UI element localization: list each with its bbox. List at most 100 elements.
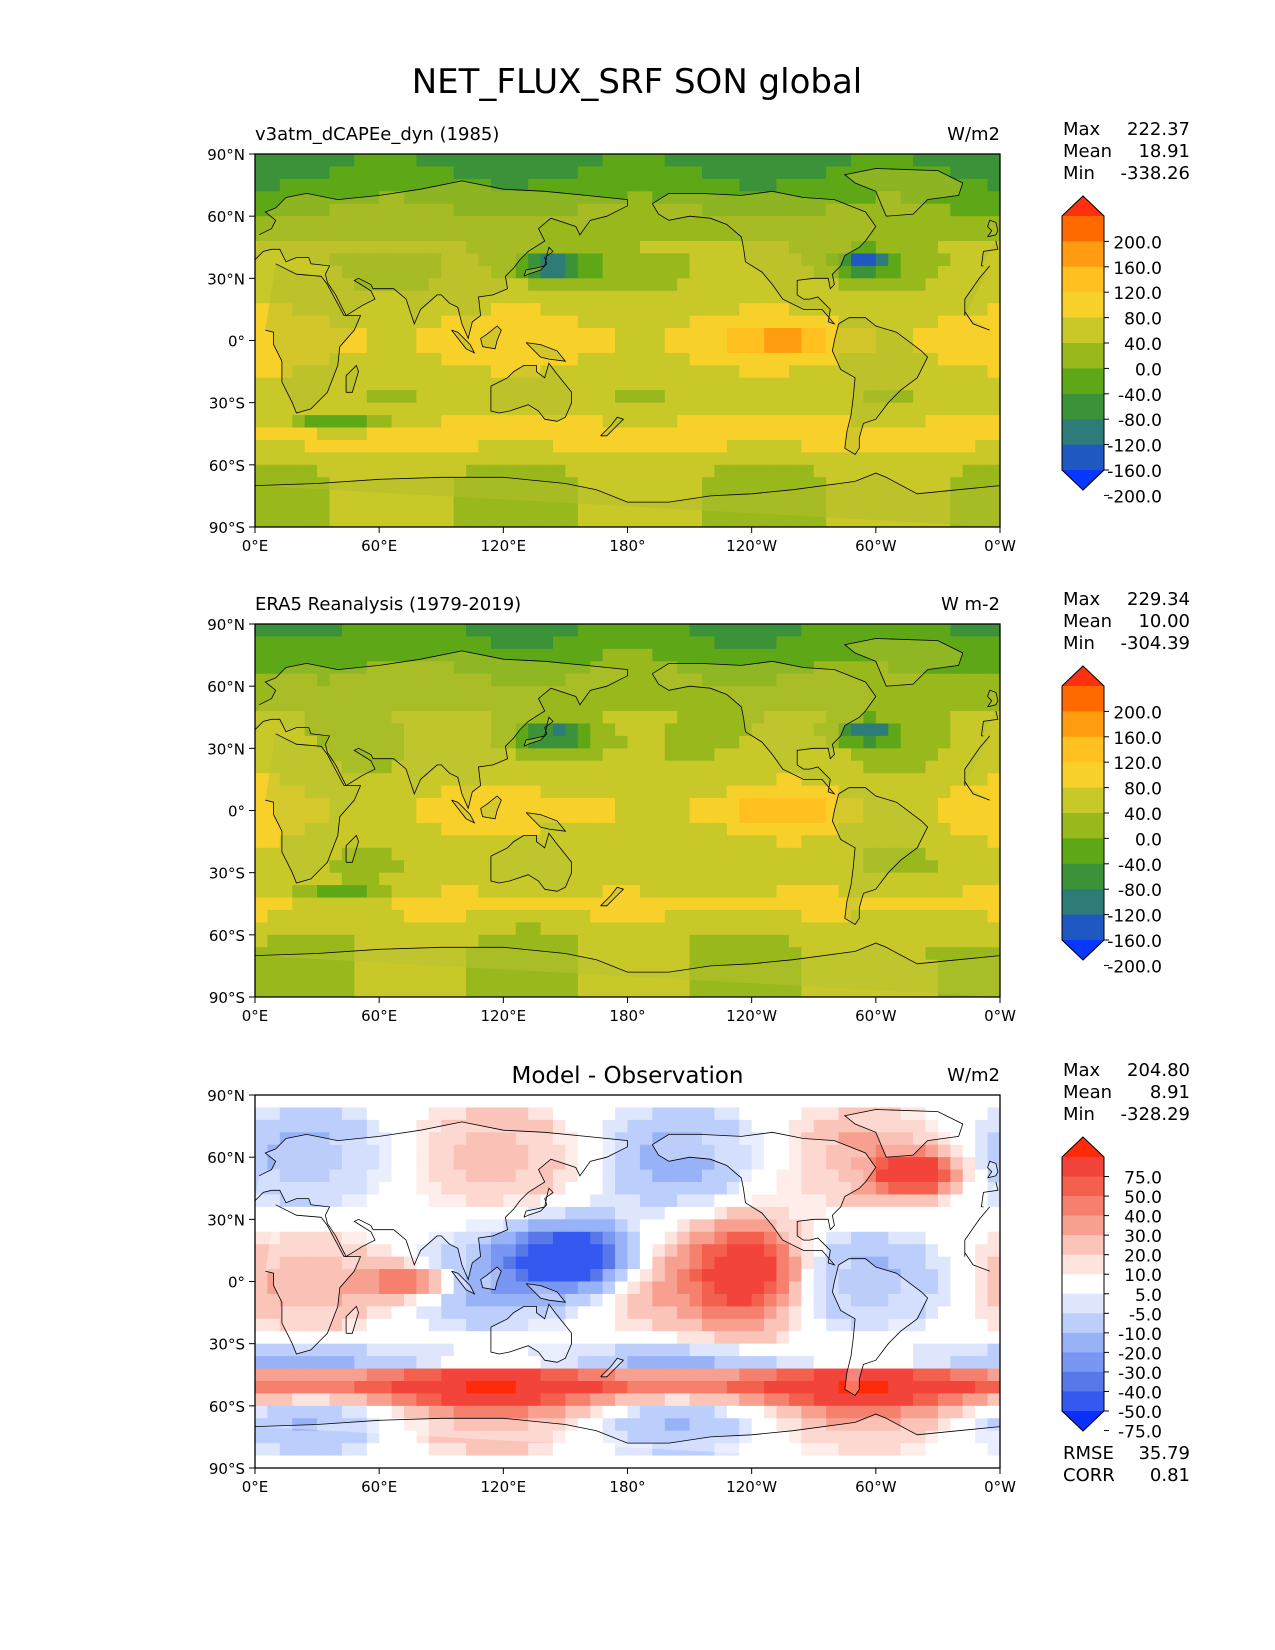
colorbar-label: -160.0 bbox=[1107, 932, 1162, 952]
stat-mean-value: 18.91 bbox=[1138, 141, 1190, 162]
coastline-australia bbox=[490, 832, 572, 892]
colorbar-segment bbox=[1062, 393, 1104, 420]
coastline-uk bbox=[987, 219, 999, 238]
colorbar-label: 200.0 bbox=[1113, 703, 1162, 723]
colorbar-label: -120.0 bbox=[1107, 907, 1162, 927]
colorbar-label: -120.0 bbox=[1107, 437, 1162, 457]
lat-tick-label: 0° bbox=[228, 333, 245, 351]
coastline-japan bbox=[523, 246, 554, 277]
coastline-madagascar bbox=[345, 1305, 359, 1334]
lon-tick-label: 60°E bbox=[361, 537, 397, 555]
coastline-greenland bbox=[843, 1109, 964, 1158]
lon-tick-label: 180° bbox=[609, 1007, 645, 1025]
stat-max-value: 204.80 bbox=[1127, 1060, 1190, 1081]
field-model bbox=[255, 154, 1000, 527]
lon-tick-label: 120°W bbox=[726, 537, 777, 555]
colorbar-segment bbox=[1062, 813, 1104, 839]
lat-tick-label: 90°S bbox=[209, 519, 245, 537]
stat-max-label: Max bbox=[1063, 589, 1101, 610]
coastline-antarctica bbox=[255, 1413, 1000, 1468]
corr-value: 0.81 bbox=[1150, 1465, 1190, 1486]
colorbar-segment bbox=[1062, 1254, 1104, 1275]
coastline-africa bbox=[265, 263, 991, 414]
coastline-new-zealand bbox=[600, 1357, 625, 1378]
coastline-new-guinea bbox=[525, 342, 567, 362]
map-panel-model: 90°N 60°N 30°N 0° 30°S 60°S 90°S0°E 60°E 120°E 18… bbox=[207, 119, 1190, 555]
colorbar-label: 120.0 bbox=[1113, 754, 1162, 774]
colorbar-segment bbox=[1062, 241, 1104, 268]
lat-tick-label: 90°S bbox=[209, 989, 245, 1007]
coastline-north-america bbox=[651, 190, 877, 325]
coastline-south-america bbox=[831, 1258, 929, 1397]
coastline-new-zealand bbox=[600, 886, 625, 907]
stat-min-label: Min bbox=[1063, 633, 1095, 654]
panel-title-center: Model - Observation bbox=[511, 1063, 743, 1089]
rmse-label: RMSE bbox=[1063, 1443, 1114, 1464]
colorbar-label: -30.0 bbox=[1118, 1364, 1162, 1384]
colorbar-model: 200.0 160.0 120.0 80.0 40.0 0.0 -40.0 -80.0 -120… bbox=[1061, 195, 1162, 507]
coastline-europe-asia bbox=[255, 650, 999, 810]
lat-tick-label: 60°N bbox=[207, 1149, 245, 1167]
colorbar-segment bbox=[1062, 1332, 1104, 1353]
lon-tick-label: 0°W bbox=[984, 1478, 1016, 1496]
colorbar-segment bbox=[1062, 863, 1104, 890]
lon-tick-label: 120°E bbox=[481, 537, 527, 555]
colorbar-extend-top bbox=[1062, 666, 1104, 686]
colorbar-segment bbox=[1062, 914, 1104, 941]
colorbar-label: 20.0 bbox=[1124, 1247, 1162, 1267]
coastline-japan bbox=[523, 1187, 554, 1218]
stat-mean-label: Mean bbox=[1063, 1082, 1112, 1103]
colorbar-label: 0.0 bbox=[1135, 360, 1162, 380]
stat-min-label: Min bbox=[1063, 163, 1095, 184]
colorbar-extend-bottom bbox=[1062, 940, 1104, 960]
coastline-sumatra bbox=[451, 799, 476, 824]
colorbar-segment bbox=[1062, 1293, 1104, 1314]
stat-mean-label: Mean bbox=[1063, 611, 1112, 632]
lat-tick-label: 0° bbox=[228, 803, 245, 821]
lat-tick-label: 90°N bbox=[207, 1087, 245, 1105]
colorbar-segment bbox=[1062, 787, 1104, 814]
lon-tick-label: 60°E bbox=[361, 1478, 397, 1496]
lon-tick-label: 0°W bbox=[984, 537, 1016, 555]
colorbar-label: -160.0 bbox=[1107, 462, 1162, 482]
coastline-south-america bbox=[831, 787, 929, 926]
coastline-europe-asia bbox=[255, 180, 999, 340]
coastline-antarctica bbox=[255, 472, 1000, 527]
colorbar-label: 75.0 bbox=[1124, 1169, 1162, 1189]
colorbar-segment bbox=[1062, 343, 1104, 369]
lat-tick-label: 30°S bbox=[209, 865, 245, 883]
colorbar-label: -40.0 bbox=[1118, 386, 1162, 406]
colorbar-segment bbox=[1062, 1371, 1104, 1392]
coastline-africa bbox=[265, 1204, 991, 1355]
stat-max-label: Max bbox=[1063, 1060, 1101, 1081]
colorbar-extend-bottom bbox=[1062, 1411, 1104, 1431]
colorbar-label: 80.0 bbox=[1124, 310, 1162, 330]
lat-tick-label: 90°S bbox=[209, 1460, 245, 1478]
colorbar-label: 40.0 bbox=[1124, 335, 1162, 355]
stat-min-label: Min bbox=[1063, 1104, 1095, 1125]
colorbar-segment bbox=[1062, 444, 1104, 471]
colorbar-segment bbox=[1062, 1215, 1104, 1236]
lon-tick-label: 0°E bbox=[242, 1007, 269, 1025]
coastline-sumatra bbox=[451, 329, 476, 354]
lat-tick-label: 30°N bbox=[207, 270, 245, 288]
colorbar-segment bbox=[1062, 1157, 1104, 1178]
colorbar-segment bbox=[1062, 292, 1104, 319]
colorbar-segment bbox=[1062, 1176, 1104, 1197]
colorbar-label: -40.0 bbox=[1118, 856, 1162, 876]
colorbar-segment bbox=[1062, 686, 1104, 712]
lon-tick-label: 0°W bbox=[984, 1007, 1016, 1025]
lon-tick-label: 60°W bbox=[855, 537, 897, 555]
lat-tick-label: 60°S bbox=[209, 927, 245, 945]
coastline-greenland bbox=[843, 638, 964, 687]
coastline-north-america bbox=[651, 660, 877, 795]
coastline-new-guinea bbox=[525, 812, 567, 832]
colorbar-segment bbox=[1062, 419, 1104, 446]
colorbar-obs: 200.0 160.0 120.0 80.0 40.0 0.0 -40.0 -80.0 -120… bbox=[1061, 665, 1162, 977]
colorbar-label: -50.0 bbox=[1118, 1403, 1162, 1423]
lat-tick-label: 30°N bbox=[207, 740, 245, 758]
colorbar-label: 120.0 bbox=[1113, 284, 1162, 304]
map-panel-obs: 90°N 60°N 30°N 0° 30°S 60°S 90°S0°E 60°E 120°E 18… bbox=[207, 589, 1190, 1025]
coastline-madagascar bbox=[345, 364, 359, 393]
